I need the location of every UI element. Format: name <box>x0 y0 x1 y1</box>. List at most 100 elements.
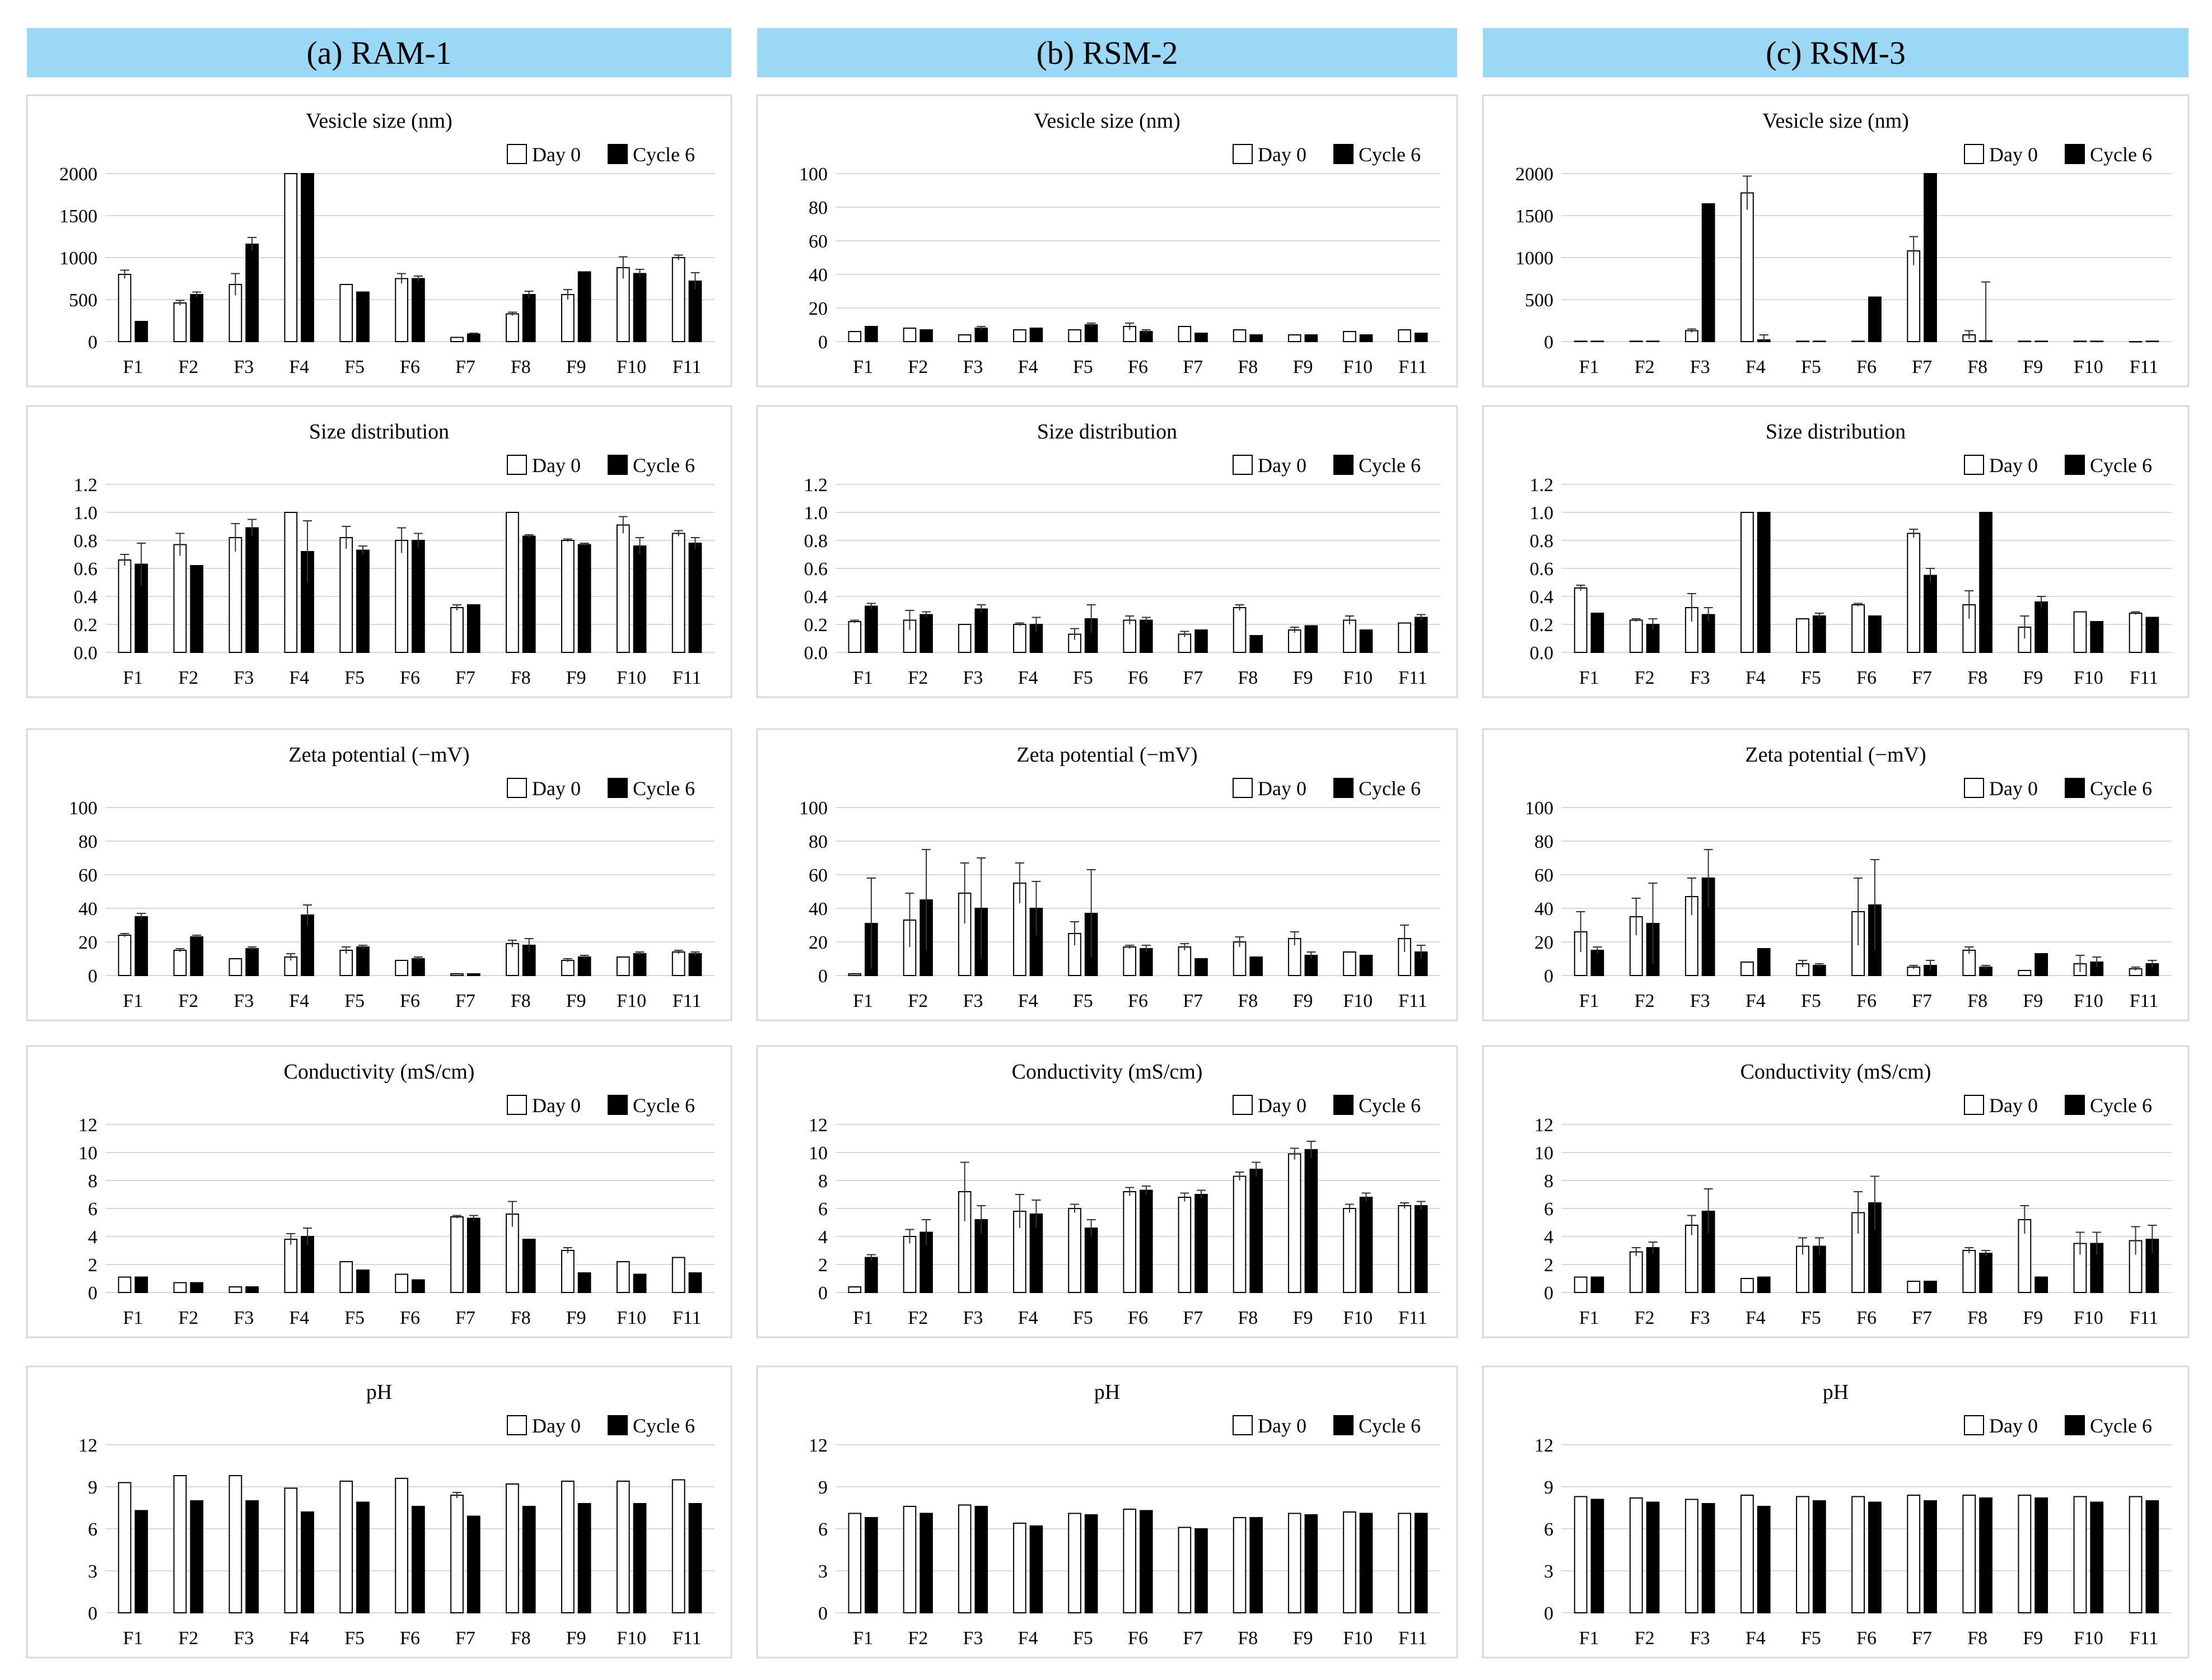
bar-cycle-6-f7 <box>466 333 480 342</box>
x-tick-label: F6 <box>400 357 420 377</box>
x-tick-label: F9 <box>1293 1628 1313 1649</box>
x-tick-label: F9 <box>2023 991 2043 1011</box>
column-header-rsm3: (c) RSM-3 <box>1483 28 2188 77</box>
y-tick-label: 80 <box>1534 832 1553 852</box>
bar-day-0-f5 <box>339 950 353 976</box>
x-tick-label: F9 <box>1293 357 1313 377</box>
panel-border <box>1482 94 2190 388</box>
x-tick-label: F1 <box>123 991 143 1011</box>
bar-cycle-6-f11 <box>2145 340 2159 342</box>
bar-cycle-6-f1 <box>134 1510 148 1613</box>
bar-day-0-f2 <box>1629 619 1643 653</box>
x-tick-label: F10 <box>617 668 646 688</box>
bar-day-0-f7 <box>1178 946 1192 976</box>
x-tick-label: F1 <box>853 357 873 377</box>
bar-day-0-f7 <box>1178 1197 1192 1293</box>
legend-label-day0: Day 0 <box>1989 454 2038 477</box>
chart-title: Size distribution <box>309 420 449 444</box>
legend-swatch-cycle6 <box>1333 455 1354 475</box>
y-tick-label: 60 <box>78 865 97 886</box>
bar-cycle-6-f8 <box>1979 512 1992 653</box>
bar-day-0-f1 <box>1574 1496 1588 1613</box>
panel-border <box>26 1045 732 1338</box>
c-rsm-3-ph-panel: pH Day 0 Cycle 6 0 3 6 9 12 F1 F2 F3 F4 F5 F6 F7 F8 F9 F1… <box>1482 1365 2190 1659</box>
bar-day-0-f9 <box>1287 334 1301 342</box>
x-tick-label: F7 <box>1183 668 1203 688</box>
y-tick-label: 0 <box>88 332 97 353</box>
bar-cycle-6-f2 <box>1646 1247 1660 1293</box>
x-tick-label: F3 <box>1690 357 1710 377</box>
bar-day-0-f5 <box>1068 329 1081 342</box>
x-tick-label: F3 <box>1690 1628 1710 1649</box>
y-tick-label: 0.0 <box>804 643 828 664</box>
x-tick-label: F7 <box>1183 1308 1203 1328</box>
legend-label-cycle6: Cycle 6 <box>633 1094 695 1117</box>
y-tick-label: 0.8 <box>1530 531 1554 552</box>
bar-day-0-f8 <box>1233 329 1247 342</box>
x-tick-label: F5 <box>1073 1308 1093 1328</box>
y-tick-label: 6 <box>818 1199 828 1220</box>
x-tick-label: F2 <box>908 1628 928 1649</box>
legend-swatch-day0 <box>1233 455 1253 475</box>
panel-border <box>26 94 732 388</box>
legend-swatch-cycle6 <box>608 1415 628 1435</box>
x-tick-label: F8 <box>511 668 531 688</box>
bar-day-0-f8 <box>1962 1495 1976 1613</box>
bar-cycle-6-f5 <box>1084 1514 1098 1613</box>
chart-title: Size distribution <box>1037 420 1177 444</box>
bar-day-0-f4 <box>1740 192 1754 342</box>
x-tick-label: F11 <box>1398 668 1427 688</box>
legend-swatch-cycle6 <box>1333 778 1354 798</box>
y-tick-label: 100 <box>799 164 828 185</box>
b-rsm-2-vesicle-size-nm-panel: Vesicle size (nm) Day 0 Cycle 6 0 20 40 60 80 10… <box>756 94 1458 388</box>
bar-day-0-f6 <box>395 278 408 342</box>
chart-title: Conductivity (mS/cm) <box>284 1060 475 1084</box>
x-tick-label: F10 <box>1343 1628 1373 1649</box>
x-tick-label: F8 <box>511 991 531 1011</box>
x-tick-label: F7 <box>1912 1628 1932 1649</box>
x-tick-label: F7 <box>1183 357 1203 377</box>
bar-cycle-6-f8 <box>522 1239 536 1293</box>
bar-day-0-f5 <box>339 284 353 342</box>
bar-cycle-6-f1 <box>865 326 878 342</box>
x-tick-label: F9 <box>566 1628 586 1649</box>
bar-cycle-6-f5 <box>1812 1500 1826 1613</box>
bar-day-0-f1 <box>848 973 862 976</box>
bar-cycle-6-f9 <box>577 271 591 342</box>
bar-cycle-6-f3 <box>974 608 988 653</box>
legend-label-cycle6: Cycle 6 <box>2090 454 2152 477</box>
bar-day-0-f1 <box>118 274 132 342</box>
bar-cycle-6-f5 <box>1812 615 1826 653</box>
bar-day-0-f2 <box>903 1506 917 1613</box>
bar-cycle-6-f4 <box>301 1511 314 1613</box>
a-ram-1-ph-panel: pH Day 0 Cycle 6 0 3 6 9 12 F1 F2 F3 F4 F5 F6 F7 F8 F9 F1… <box>26 1365 732 1659</box>
bar-day-0-f9 <box>1287 629 1301 653</box>
x-tick-label: F7 <box>1912 668 1932 688</box>
y-tick-label: 0.0 <box>74 643 98 664</box>
bar-day-0-f11 <box>671 951 685 976</box>
bar-day-0-f4 <box>1013 624 1026 653</box>
x-tick-label: F7 <box>1183 1628 1203 1649</box>
bar-day-0-f5 <box>1068 1208 1081 1293</box>
bar-cycle-6-f6 <box>1868 1501 1882 1613</box>
legend-swatch-day0 <box>1233 144 1253 164</box>
bar-cycle-6-f5 <box>356 291 370 342</box>
y-tick-label: 20 <box>78 932 97 953</box>
bar-cycle-6-f9 <box>2034 1497 2048 1613</box>
bar-day-0-f10 <box>1343 1208 1356 1293</box>
bar-cycle-6-f2 <box>920 1513 933 1613</box>
x-tick-label: F7 <box>455 1308 475 1328</box>
bar-day-0-f9 <box>1287 1153 1301 1293</box>
x-tick-label: F3 <box>963 668 983 688</box>
c-rsm-3-zeta-potential-mv-panel: Zeta potential (−mV) Day 0 Cycle 6 0 20 40 60 8… <box>1482 728 2190 1021</box>
x-tick-label: F3 <box>234 357 254 377</box>
bar-day-0-f8 <box>506 943 519 976</box>
bar-day-0-f9 <box>561 540 575 653</box>
bar-cycle-6-f11 <box>1414 1205 1428 1293</box>
x-tick-label: F6 <box>1856 991 1877 1011</box>
bar-day-0-f11 <box>1398 622 1411 653</box>
x-tick-label: F10 <box>617 357 646 377</box>
bar-cycle-6-f10 <box>2090 621 2104 653</box>
bar-cycle-6-f2 <box>1646 340 1660 342</box>
x-tick-label: F10 <box>2074 1308 2103 1328</box>
